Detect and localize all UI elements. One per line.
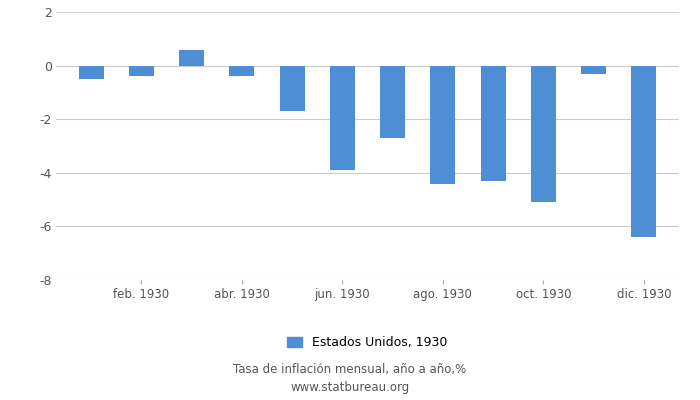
- Bar: [179, 50, 204, 66]
- Bar: [531, 66, 556, 202]
- Bar: [330, 66, 355, 170]
- Bar: [380, 66, 405, 138]
- Text: www.statbureau.org: www.statbureau.org: [290, 382, 410, 394]
- Bar: [430, 66, 456, 184]
- Bar: [129, 66, 154, 76]
- Bar: [279, 66, 304, 111]
- Bar: [78, 66, 104, 79]
- Legend: Estados Unidos, 1930: Estados Unidos, 1930: [282, 331, 453, 354]
- Bar: [631, 66, 657, 237]
- Bar: [230, 66, 255, 76]
- Bar: [581, 66, 606, 74]
- Text: Tasa de inflación mensual, año a año,%: Tasa de inflación mensual, año a año,%: [233, 364, 467, 376]
- Bar: [480, 66, 505, 181]
